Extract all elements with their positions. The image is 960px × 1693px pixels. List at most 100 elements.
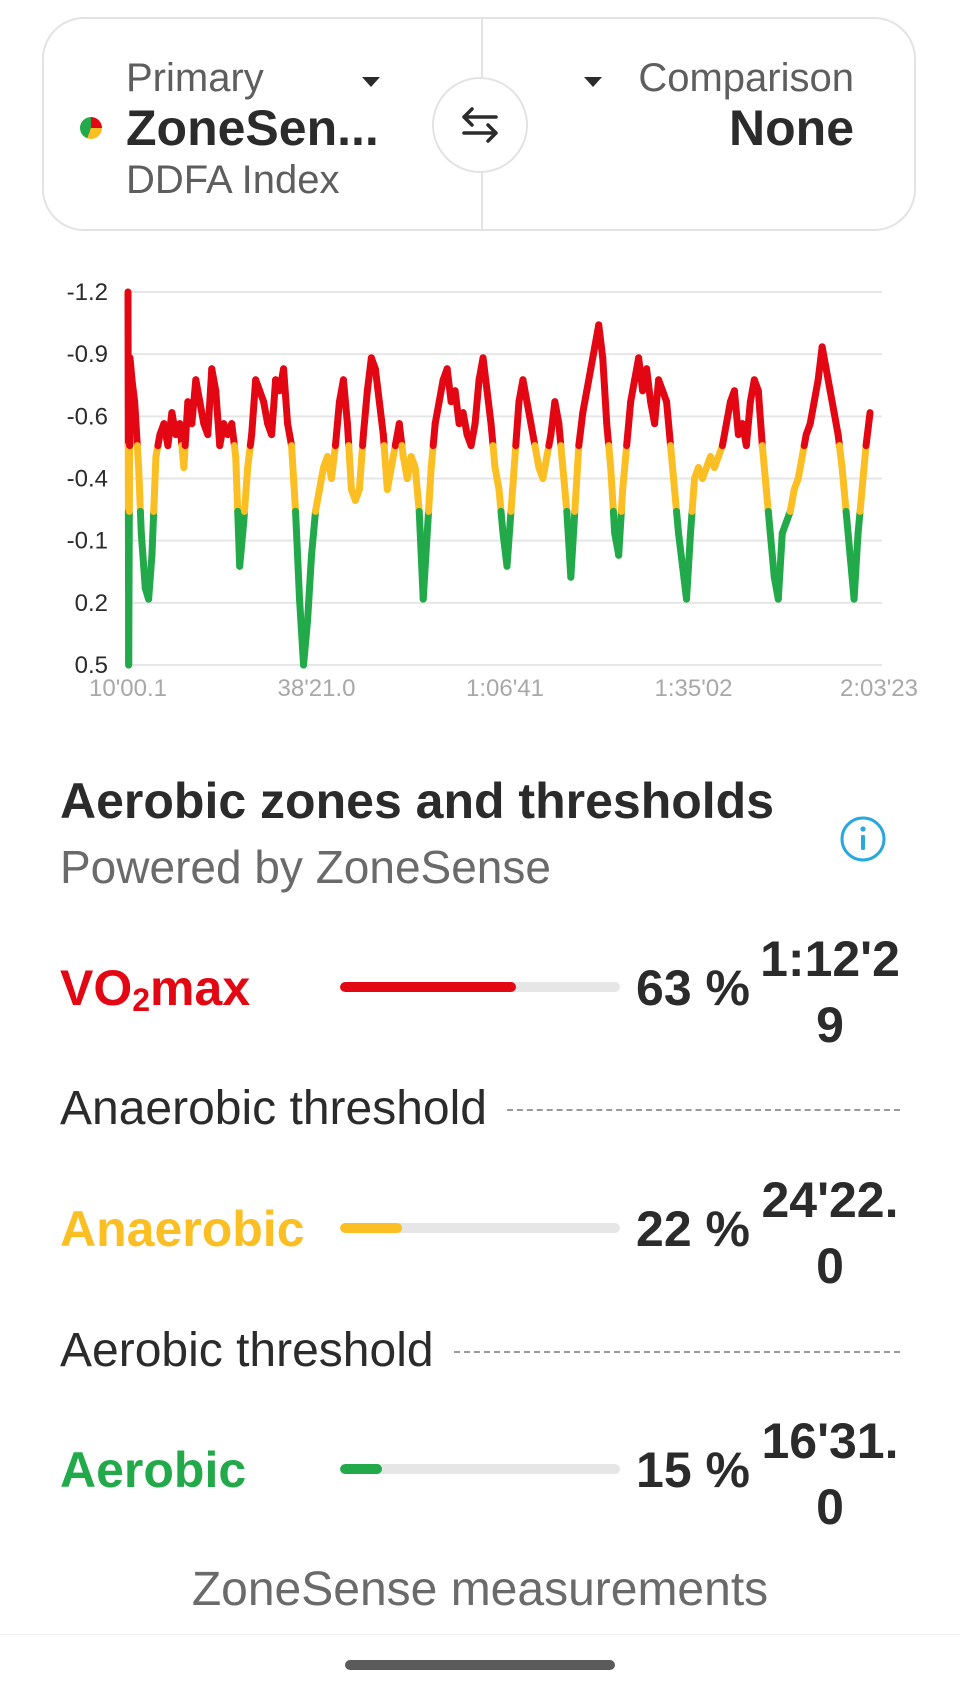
chart-x-tick-label: 1:06'41 xyxy=(466,675,544,702)
chart-line-segment xyxy=(208,365,220,395)
chart-y-ticks: -1.2 -0.9 -0.6 -0.4 -0.1 0.2 0.5 xyxy=(67,279,108,679)
chart-x-tick-label: 38'21.0 xyxy=(278,675,356,702)
chart-line-segment xyxy=(742,398,754,450)
comparison-value: None xyxy=(729,100,854,156)
aerobic-threshold-row: Aerobic threshold xyxy=(60,1320,900,1380)
chart-y-tick-label: -0.9 xyxy=(67,341,108,368)
chart-line-segment xyxy=(304,551,316,625)
metric-selector-card: Primary ZoneSen... DDFA Index Comparison… xyxy=(42,17,916,231)
comparison-dropdown-caret-icon[interactable] xyxy=(584,77,602,87)
chart-line-segment xyxy=(176,420,186,450)
chart-line-segment xyxy=(288,442,300,515)
chart-line-segment xyxy=(128,376,139,406)
chart-line-segment xyxy=(551,398,563,428)
chart-line-segment xyxy=(180,442,189,472)
chart-line-segment xyxy=(523,398,535,428)
swap-arrows-icon xyxy=(462,107,498,143)
zone-bar-fill-anaerobic xyxy=(340,1223,402,1233)
home-indicator[interactable] xyxy=(345,1660,615,1670)
chart-y-tick-label: -0.4 xyxy=(67,466,108,493)
chart-line-segment xyxy=(559,464,571,515)
chart-y-tick-label: -1.2 xyxy=(67,279,108,306)
chart-line-segment xyxy=(818,343,830,373)
chart-line-segment xyxy=(718,420,730,450)
chart-line-segment xyxy=(617,485,627,515)
chart-line-segment xyxy=(722,398,734,428)
zone-row-anaerobic[interactable]: Anaerobic 22 % 24'22.0 xyxy=(0,1167,960,1294)
chart-line-segment xyxy=(539,453,551,482)
zone-time-vo2max: 1:12'29 xyxy=(760,931,900,1053)
chart-line-segment xyxy=(292,507,304,603)
chart-line-segment xyxy=(300,617,312,669)
chart-line-segment xyxy=(835,442,846,472)
zone-name-vo2max-suffix: max xyxy=(150,960,251,1016)
chart-line-segment xyxy=(527,420,539,450)
chart-line-segment xyxy=(471,376,483,428)
chart-line-segment xyxy=(136,507,145,537)
chart-line-segment xyxy=(605,442,615,472)
swap-button[interactable] xyxy=(432,77,528,173)
chart-line-segment xyxy=(687,507,696,537)
chart-line-segment xyxy=(423,507,433,537)
chart-line-segment xyxy=(196,398,208,428)
chart-line-segment xyxy=(579,387,591,417)
chart-line-segment xyxy=(575,409,587,450)
chart-line-segment xyxy=(345,442,355,493)
chart-line-segment xyxy=(427,442,437,472)
chart-line-segment xyxy=(619,442,631,493)
chart-line-segment xyxy=(315,464,327,493)
zone-name-vo2max-subscript: 2 xyxy=(132,982,151,1018)
zone-bar-vo2max xyxy=(340,982,620,992)
chart-line-segment xyxy=(826,387,838,417)
zone-row-vo2max[interactable]: VO2max 63 % 1:12'29 xyxy=(0,926,960,1053)
chart-line-segment xyxy=(411,464,423,515)
chart-line-segment xyxy=(150,453,160,515)
zone-percent-aerobic: 15 % xyxy=(636,1442,750,1498)
chart-line-segment xyxy=(555,420,565,450)
chart-line-segment xyxy=(519,376,531,406)
chart-line-segment xyxy=(355,442,367,493)
section-title: Aerobic zones and thresholds xyxy=(60,773,775,829)
chart-x-ticks: 10'00.1 38'21.0 1:06'41 1:35'02 2:03'23 xyxy=(89,675,918,702)
chart-line-segment xyxy=(810,376,822,406)
chart-line-segment xyxy=(308,507,320,559)
chart-line-segment xyxy=(507,453,519,515)
primary-dropdown-caret-icon[interactable] xyxy=(362,77,380,87)
ddfa-index-chart[interactable]: -1.2 -0.9 -0.6 -0.4 -0.1 0.2 0.5 10'00.1 38'21.… xyxy=(0,260,960,760)
chart-x-tick-label: 2:03'23 xyxy=(840,675,918,702)
zone-percent-anaerobic: 22 % xyxy=(636,1201,750,1257)
info-icon[interactable] xyxy=(838,814,888,864)
chart-line-segment xyxy=(387,442,399,472)
zone-bar-fill-aerobic xyxy=(340,1464,382,1474)
chart-line-segment xyxy=(675,529,687,570)
chart-line-segment xyxy=(383,464,395,493)
zone-row-aerobic[interactable]: Aerobic 15 % 16'31.0 xyxy=(0,1408,960,1535)
chart-line-segment xyxy=(280,365,292,428)
chart-line-segment xyxy=(557,442,567,472)
zone-percent-vo2max: 63 % xyxy=(636,960,750,1016)
primary-metric-name: ZoneSen... xyxy=(126,100,379,156)
zone-bar-anaerobic xyxy=(340,1223,620,1233)
chart-line-segment xyxy=(240,464,252,515)
chart-line-segment xyxy=(762,485,772,515)
chart-line-segment xyxy=(862,409,874,450)
chart-line-segment xyxy=(643,365,655,406)
chart-line-segment xyxy=(312,485,323,515)
chart-line-segment xyxy=(673,507,683,537)
chart-line-segment xyxy=(774,529,786,603)
chart-line-segment xyxy=(125,507,133,669)
zone-bar-fill-vo2max xyxy=(340,982,517,992)
chart-line-segment xyxy=(858,442,870,493)
chart-line-segment xyxy=(429,420,439,450)
zone-bar-aerobic xyxy=(340,1464,620,1474)
zone-name-vo2max-prefix: VO xyxy=(60,960,133,1016)
primary-metric-sub: DDFA Index xyxy=(126,158,340,202)
chart-y-tick-label: 0.5 xyxy=(75,652,108,679)
chart-line-segment xyxy=(236,518,248,570)
chart-line-segment xyxy=(248,376,260,439)
chart-line-segment xyxy=(343,420,353,450)
chart-line-segment xyxy=(623,398,635,450)
aerobic-threshold-label: Aerobic threshold xyxy=(60,1323,434,1377)
chart-gridlines xyxy=(128,291,882,666)
chart-line-segment xyxy=(764,507,774,537)
